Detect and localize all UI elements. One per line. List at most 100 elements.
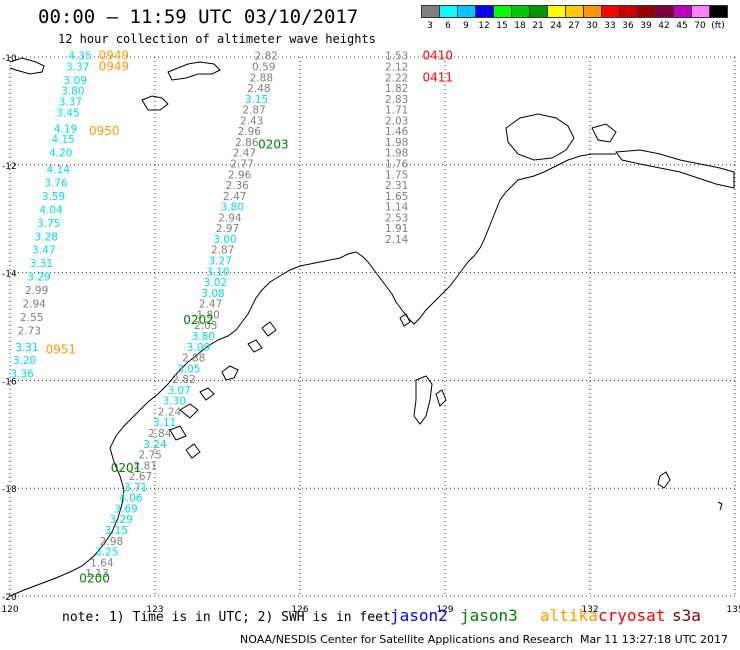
swh-label: 2.97 bbox=[216, 223, 239, 235]
lat-tick-label: -14 bbox=[2, 270, 17, 280]
credit-text: NOAA/NESDIS Center for Satellite Applica… bbox=[240, 633, 574, 646]
scale-label: 12 bbox=[478, 21, 490, 31]
swh-label: 4.20 bbox=[49, 148, 72, 160]
scale-label: (ft) bbox=[711, 21, 725, 31]
scale-label: 3 bbox=[427, 21, 433, 31]
coastline-island-small bbox=[141, 95, 169, 111]
swh-label: 2.47 bbox=[233, 148, 256, 160]
swh-label: 2.53 bbox=[385, 212, 408, 224]
scale-label: 70 bbox=[694, 21, 706, 31]
swh-label: 2.14 bbox=[385, 234, 409, 246]
swh-label: 2.87 bbox=[242, 105, 265, 117]
legend-altika: altika bbox=[540, 606, 598, 625]
swh-label: 3.37 bbox=[66, 61, 89, 73]
page-subtitle: 12 hour collection of altimeter wave hei… bbox=[58, 32, 376, 46]
legend-jason2: jason2 bbox=[390, 606, 448, 625]
swh-label: 3.28 bbox=[35, 231, 58, 243]
lat-tick-label: -12 bbox=[2, 162, 17, 172]
coastline-island-north bbox=[167, 61, 221, 81]
time-label: 0949 bbox=[99, 59, 130, 73]
swh-label: 2.96 bbox=[238, 126, 262, 138]
swh-label: 1.98 bbox=[385, 148, 408, 160]
swh-label: 3.69 bbox=[114, 503, 137, 515]
swh-label: 3.15 bbox=[105, 525, 128, 537]
scale-label: 6 bbox=[445, 21, 451, 31]
swh-label: 1.46 bbox=[385, 126, 409, 138]
time-label: 0201 bbox=[111, 461, 142, 475]
lat-tick-label: -18 bbox=[2, 485, 17, 495]
swh-label: 3.31 bbox=[30, 258, 53, 270]
swh-label: 3.05 bbox=[177, 363, 200, 375]
swh-label: 3.71 bbox=[124, 482, 147, 494]
time-label: 0951 bbox=[45, 342, 76, 356]
swh-label: 2.36 bbox=[225, 180, 249, 192]
time-label: 0200 bbox=[79, 572, 110, 586]
scale-label: 45 bbox=[676, 21, 688, 31]
swh-label: 4.04 bbox=[39, 204, 63, 216]
lat-tick-label: -16 bbox=[2, 377, 17, 387]
swh-label: 3.25 bbox=[95, 547, 118, 559]
swh-label: 3.75 bbox=[37, 218, 60, 230]
scale-label: 15 bbox=[496, 21, 508, 31]
time-label: 0411 bbox=[422, 70, 453, 84]
coastline-island-timor-west bbox=[9, 57, 45, 75]
time-label: 0203 bbox=[258, 138, 289, 152]
lon-tick-label: 120 bbox=[1, 605, 18, 615]
swh-label: 3.09 bbox=[187, 342, 210, 354]
swh-label: 2.82 bbox=[172, 374, 195, 386]
page-title: 00:00 – 11:59 UTC 03/10/2017 bbox=[38, 6, 359, 28]
swh-label: 2.83 bbox=[385, 94, 408, 106]
legend-jason3: jason3 bbox=[460, 606, 518, 625]
swh-label: 3.00 bbox=[213, 234, 236, 246]
swh-label: 3.08 bbox=[201, 288, 224, 300]
time-label: 0410 bbox=[422, 49, 453, 63]
swh-label: 3.20 bbox=[13, 355, 36, 367]
scale-label: 27 bbox=[568, 21, 580, 31]
scale-label: 42 bbox=[658, 21, 670, 31]
swh-label: 1.53 bbox=[385, 51, 408, 63]
swh-label: 3.11 bbox=[153, 417, 176, 429]
coastline-island-east2 bbox=[591, 123, 617, 143]
swh-label: 2.88 bbox=[250, 72, 273, 84]
scale-bin: (ft) bbox=[709, 5, 728, 35]
swh-label: 2.98 bbox=[100, 536, 123, 548]
axis-ticks: -10 -12 -14 -16 -18 -20 120 123 126 129 132 135 bbox=[1, 54, 740, 615]
scale-label: 36 bbox=[622, 21, 634, 31]
scale-label: 9 bbox=[463, 21, 469, 31]
swh-label: 3.27 bbox=[209, 256, 232, 268]
swh-label: 3.29 bbox=[27, 272, 50, 284]
swh-label: 3.10 bbox=[206, 266, 229, 278]
swh-label: 2.82 bbox=[254, 51, 277, 63]
coastline bbox=[9, 57, 735, 597]
swh-label: 3.36 bbox=[10, 369, 34, 381]
swh-label: 1.71 bbox=[385, 105, 408, 117]
swh-label: 2.77 bbox=[230, 158, 253, 170]
swh-label: 2.75 bbox=[138, 450, 161, 462]
legend-cryosat: cryosat bbox=[598, 606, 666, 625]
scale-label: 33 bbox=[604, 21, 616, 31]
swh-label: 2.86 bbox=[235, 137, 259, 149]
lon-tick-label: 129 bbox=[436, 605, 453, 615]
swh-label: 2.84 bbox=[148, 428, 172, 440]
swh-label: 2.48 bbox=[247, 83, 270, 95]
track-altika: 4.353.373.093.803.373.454.194.154.204.14… bbox=[10, 49, 129, 381]
swh-label: 2.03 bbox=[194, 320, 217, 332]
lat-tick-label: -10 bbox=[2, 54, 17, 64]
swh-label: 3.30 bbox=[163, 396, 186, 408]
coastline-island-tiny bbox=[657, 471, 671, 489]
swh-label: 3.47 bbox=[32, 245, 55, 257]
lon-tick-label: 126 bbox=[291, 605, 308, 615]
swh-label: 3.24 bbox=[143, 439, 167, 451]
swh-label: 2.81 bbox=[134, 460, 157, 472]
coastline-island-east bbox=[505, 113, 575, 161]
swh-label: 3.76 bbox=[44, 177, 68, 189]
coastline-island-east3 bbox=[615, 149, 735, 189]
scale-bin: 42 bbox=[655, 5, 674, 35]
note-text: note: 1) Time is in UTC; 2) SWH is in fe… bbox=[62, 610, 391, 625]
swh-label: 2.55 bbox=[20, 312, 43, 324]
lon-tick-label: 123 bbox=[146, 605, 163, 615]
swh-label: 3.29 bbox=[109, 514, 132, 526]
satellite-tracks: 4.353.373.093.803.373.454.194.154.204.14… bbox=[10, 49, 453, 586]
